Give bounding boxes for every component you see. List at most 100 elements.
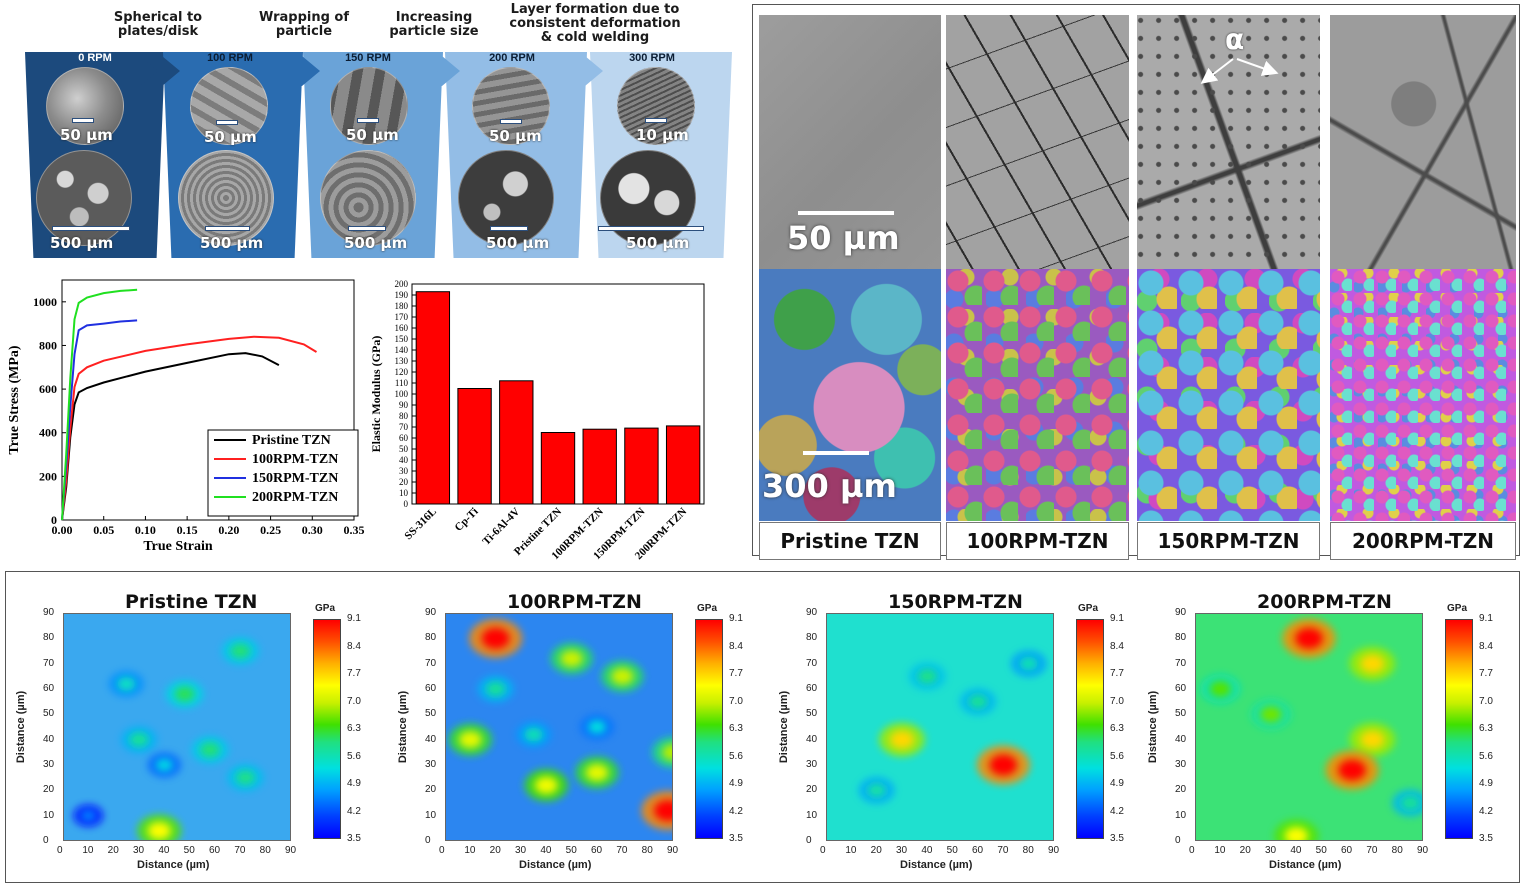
hardness-heatmap xyxy=(826,613,1054,841)
y-tick-label: 0 xyxy=(43,835,49,846)
scale-bar xyxy=(216,120,238,125)
y-tick-label: 10 xyxy=(806,809,818,821)
microstructure-panel: 50 µm 300 µm α Pristine TZN 100RPM-TZN 1… xyxy=(752,4,1520,560)
hardness-maps-panel xyxy=(5,571,1520,883)
colorbar-tick-label: 6.3 xyxy=(1110,723,1124,734)
map-background xyxy=(826,613,1054,841)
bar xyxy=(415,291,451,505)
category-label: Ti-6Al-4V xyxy=(480,506,522,548)
scale-bar xyxy=(52,226,130,231)
y-tick-label: 200 xyxy=(395,279,409,289)
map-peak xyxy=(129,732,149,747)
colorbar-tick-label: 7.7 xyxy=(1479,668,1493,679)
ebsd-grain-map xyxy=(946,269,1129,521)
y-tick-label: 20 xyxy=(425,784,437,796)
y-tick-label: 60 xyxy=(1175,683,1187,694)
map-peak xyxy=(654,800,673,821)
scale-label: 500 µm xyxy=(50,234,114,252)
y-tick-label: 100 xyxy=(395,389,409,399)
x-tick-label: 20 xyxy=(489,845,501,856)
colorbar-tick-label: 4.2 xyxy=(1110,805,1124,817)
powder-micrograph xyxy=(36,150,132,246)
y-tick-label: 30 xyxy=(43,759,55,770)
colorbar-tick-label: 8.4 xyxy=(729,640,743,652)
colorbar-tick-label: 7.7 xyxy=(347,668,361,679)
map-title: 100RPM-TZN xyxy=(507,591,642,613)
x-tick-label: 0 xyxy=(820,845,826,856)
y-tick-label: 0 xyxy=(404,499,409,509)
y-tick-label: 130 xyxy=(395,356,409,366)
milling-stage-figure: Spherical to plates/disk Wrapping of par… xyxy=(0,0,745,262)
powder-micrograph xyxy=(178,150,274,246)
map-peak xyxy=(80,809,97,822)
colorbar xyxy=(1445,619,1473,839)
x-tick-label: 0.10 xyxy=(135,523,156,537)
series-line xyxy=(61,288,138,521)
colorbar-tick-label: 8.4 xyxy=(1479,640,1493,652)
y-axis-label: Distance (µm) xyxy=(397,690,410,764)
colorbar-tick-label: 7.0 xyxy=(1110,695,1124,707)
y-tick-label: 10 xyxy=(1175,809,1187,821)
colorbar-tick-label: 8.4 xyxy=(1110,640,1124,652)
x-tick-label: 10 xyxy=(82,845,94,856)
bar xyxy=(665,425,701,505)
x-tick-label: 70 xyxy=(234,845,246,856)
scale-label: 500 µm xyxy=(344,234,408,252)
colorbar-tick-label: 9.1 xyxy=(729,613,743,624)
stress-strain-chart: 0.00 0.05 0.10 0.15 0.20 0.25 0.30 0.35 0 200 400 6… xyxy=(7,279,365,554)
map-peak xyxy=(155,758,173,772)
map-title: 200RPM-TZN xyxy=(1257,591,1392,613)
scale-bar xyxy=(357,118,379,123)
stage-rpm-label: 0 RPM xyxy=(78,52,112,64)
x-tick-label: 90 xyxy=(1048,845,1060,856)
map-peak xyxy=(1209,681,1231,697)
y-tick-label: 90 xyxy=(399,400,409,410)
hardness-heatmap xyxy=(63,613,291,841)
x-tick-label: 90 xyxy=(285,845,297,856)
colorbar-tick-label: 5.6 xyxy=(347,750,361,762)
y-axis-label: Distance (µm) xyxy=(778,690,791,764)
y-tick-label: 800 xyxy=(39,338,57,352)
y-tick-label: 90 xyxy=(425,607,437,618)
map-peak xyxy=(867,783,886,798)
y-tick-label: 10 xyxy=(399,488,409,498)
scale-bar xyxy=(598,226,704,231)
bar xyxy=(624,427,659,505)
y-tick-label: 60 xyxy=(43,683,55,694)
x-tick-label: 0.25 xyxy=(260,523,281,537)
map-peak xyxy=(1400,795,1420,811)
y-tick-label: 70 xyxy=(399,422,409,432)
x-tick-label: 0.00 xyxy=(52,523,73,537)
colorbar-tick-label: 5.6 xyxy=(1110,750,1124,762)
x-tick-label: 70 xyxy=(616,845,628,856)
y-tick-label: 30 xyxy=(425,759,437,770)
colorbar-tick-label: 7.0 xyxy=(347,695,361,707)
colorbar-tick-label: 6.3 xyxy=(729,723,743,734)
x-tick-label: 90 xyxy=(667,845,679,856)
y-tick-label: 1000 xyxy=(33,295,57,309)
stage-caption: Spherical to plates/disk xyxy=(113,10,203,39)
colorbar-tick-label: 9.1 xyxy=(1479,613,1493,624)
cross-section-micrograph xyxy=(46,67,124,145)
legend-label: 200RPM-TZN xyxy=(252,490,338,505)
y-tick-label: 50 xyxy=(399,444,409,454)
x-tick-label: 10 xyxy=(845,845,857,856)
x-tick-label: 80 xyxy=(641,845,653,856)
sem-micrograph xyxy=(946,15,1129,269)
y-axis-label: Elastic Modulus (GPa) xyxy=(369,336,383,453)
map-peak xyxy=(486,681,506,697)
colorbar-tick-label: 9.1 xyxy=(1110,613,1124,624)
y-tick-label: 50 xyxy=(1175,708,1187,720)
map-peak xyxy=(662,744,673,761)
y-tick-label: 600 xyxy=(39,382,57,396)
y-tick-label: 0 xyxy=(1175,835,1181,846)
x-tick-label: 0.35 xyxy=(344,523,365,537)
map-peak xyxy=(611,668,634,685)
cross-section-micrograph xyxy=(330,67,408,145)
x-tick-label: 0.30 xyxy=(302,523,323,537)
y-tick-label: 60 xyxy=(806,683,818,694)
scale-label: 500 µm xyxy=(486,234,550,252)
stage-rpm-label: 300 RPM xyxy=(629,52,675,64)
map-frame xyxy=(826,613,1054,841)
map-peak xyxy=(235,770,255,785)
